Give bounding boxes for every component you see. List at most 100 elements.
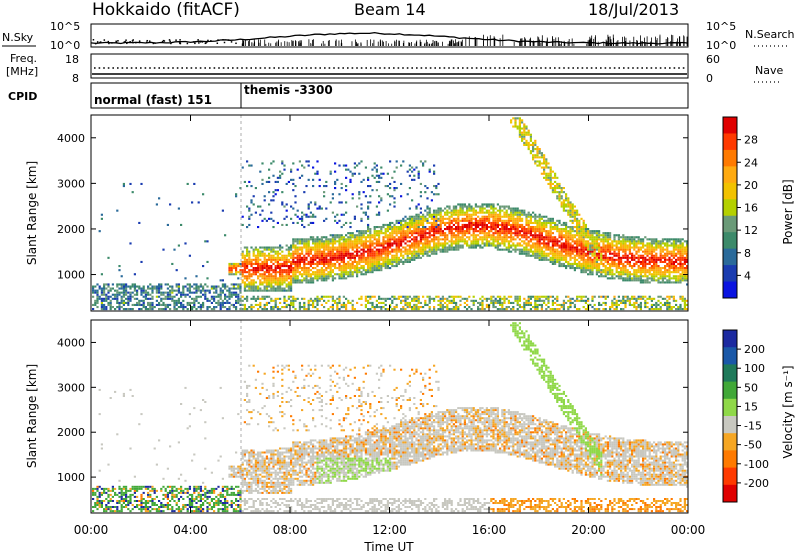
power-cell (492, 306, 495, 309)
power-cell (114, 289, 117, 292)
power-cell (380, 226, 383, 229)
power-cell (373, 176, 376, 179)
power-cell (551, 250, 554, 253)
power-cell (573, 306, 576, 309)
power-cell (391, 301, 394, 304)
power-cell (382, 256, 385, 259)
power-cell (389, 244, 392, 247)
power-cell (527, 250, 530, 253)
power-cell (263, 254, 266, 257)
power-cell (367, 258, 370, 261)
power-cell (439, 234, 442, 237)
power-cell (226, 299, 229, 302)
power-cell (565, 223, 568, 226)
power-cell (518, 299, 521, 302)
power-cell (188, 254, 191, 257)
power-cell (180, 306, 183, 309)
power-cell (111, 297, 114, 300)
power-cell (532, 228, 535, 231)
power-cell (298, 281, 301, 284)
power-cell (351, 267, 354, 270)
power-cell (259, 303, 262, 306)
power-cell (490, 211, 493, 214)
freq-label-2: [MHz] (6, 65, 38, 78)
power-cell (448, 299, 451, 302)
power-cell (426, 187, 429, 190)
power-cell (336, 256, 339, 259)
power-cell (578, 248, 581, 251)
power-cell (503, 221, 506, 224)
power-cell (505, 232, 508, 235)
power-cell (325, 279, 328, 282)
power-cell (160, 291, 163, 294)
power-cell (378, 306, 381, 309)
power-cell (342, 306, 345, 309)
power-cell (340, 260, 343, 263)
power-cell (494, 223, 497, 226)
power-cell (206, 260, 209, 263)
power-cell (301, 238, 304, 241)
power-cell (369, 195, 372, 198)
power-cell (549, 226, 552, 229)
power-cell (452, 299, 455, 302)
power-cell (122, 299, 125, 302)
power-cell (96, 299, 99, 302)
power-cell (290, 252, 293, 255)
power-cell (349, 242, 352, 245)
power-cell (105, 299, 108, 302)
power-cell (241, 303, 244, 306)
power-cell (342, 242, 345, 245)
power-cell (591, 250, 594, 253)
power-cell (457, 244, 460, 247)
nsky-noise-dot (148, 40, 151, 42)
power-cell (567, 254, 570, 257)
power-cell (276, 246, 279, 249)
power-cell (446, 228, 449, 231)
power-cell (371, 271, 374, 274)
power-cell (175, 283, 178, 286)
power-cell (105, 306, 108, 309)
power-cell (545, 295, 548, 298)
power-cell (474, 242, 477, 245)
power-cell (283, 301, 286, 304)
power-cell (457, 236, 460, 239)
power-cell (298, 254, 301, 257)
power-cell (263, 297, 266, 300)
power-cell (243, 269, 246, 272)
power-cell (532, 250, 535, 253)
power-cell (490, 215, 493, 218)
power-cell (389, 297, 392, 300)
power-cell (527, 133, 530, 136)
power-cell (107, 301, 110, 304)
power-cell (472, 236, 475, 239)
power-cell (512, 219, 515, 222)
power-cell (567, 203, 570, 206)
power-cell (283, 262, 286, 265)
power-cell (369, 308, 372, 311)
power-cell (457, 308, 460, 311)
power-cell (250, 258, 253, 261)
power-cell (314, 242, 317, 245)
power-cell (349, 258, 352, 261)
power-cell (422, 215, 425, 218)
power-cell (127, 308, 130, 311)
power-cell (545, 246, 548, 249)
power-cell (591, 258, 594, 261)
power-cell (261, 269, 264, 272)
power-cell (516, 234, 519, 237)
power-cell (353, 250, 356, 253)
power-cell (496, 219, 499, 222)
power-cell (380, 242, 383, 245)
power-cell (441, 219, 444, 222)
power-cell (547, 295, 550, 298)
power-cell (239, 269, 242, 272)
power-cell (404, 308, 407, 311)
power-cell (336, 250, 339, 253)
power-cell (268, 289, 271, 292)
power-cell (549, 232, 552, 235)
power-cell (521, 248, 524, 251)
power-cell (408, 215, 411, 218)
power-cell (518, 223, 521, 226)
power-cell (237, 297, 240, 300)
power-cell (349, 265, 352, 268)
